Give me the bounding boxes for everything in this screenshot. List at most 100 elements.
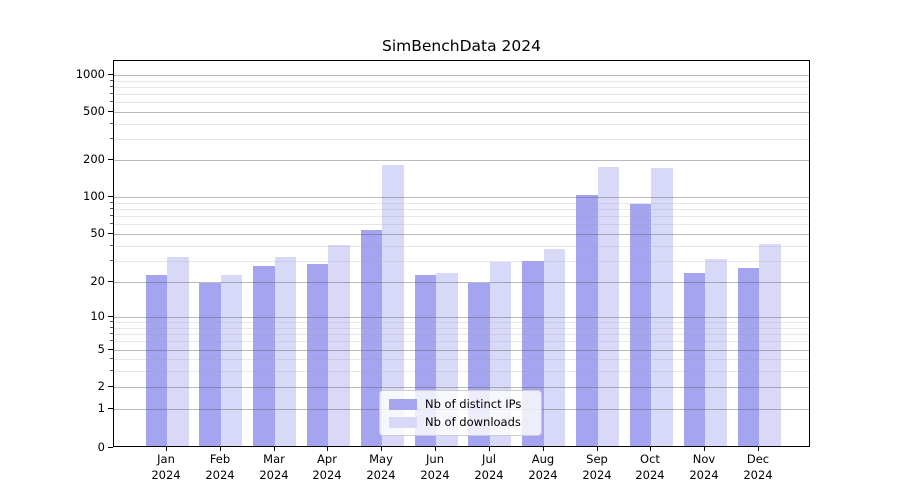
y-tick-label-20: 20 — [90, 274, 105, 288]
y-tick-5 — [108, 349, 113, 350]
y-minor-tick-900 — [110, 80, 113, 81]
y-tick-1000 — [108, 74, 113, 75]
gridline-major-2 — [114, 387, 809, 388]
gridline-minor-9 — [114, 322, 809, 323]
y-tick-label-200: 200 — [83, 152, 105, 166]
y-minor-tick-600 — [110, 101, 113, 102]
bar-downloads-nov — [705, 258, 727, 446]
bar-distinct-ips-nov — [683, 272, 706, 446]
x-tick-may — [381, 447, 382, 451]
legend-swatch-distinct-ips — [389, 398, 417, 410]
y-minor-tick-8 — [110, 327, 113, 328]
x-tick-label-jan: Jan 2024 — [151, 452, 181, 482]
gridline-minor-90 — [114, 203, 809, 204]
x-tick-nov — [704, 447, 705, 451]
x-tick-label-jul: Jul 2024 — [474, 452, 504, 482]
y-minor-tick-700 — [110, 93, 113, 94]
gridline-major-200 — [114, 160, 809, 161]
bar-downloads-may — [382, 165, 404, 446]
gridline-major-20 — [114, 282, 809, 283]
x-tick-label-may: May 2024 — [366, 452, 396, 482]
y-minor-tick-4 — [110, 358, 113, 359]
x-tick-label-aug: Aug 2024 — [528, 452, 558, 482]
y-minor-tick-7 — [110, 333, 113, 334]
x-tick-label-mar: Mar 2024 — [259, 452, 289, 482]
x-tick-label-feb: Feb 2024 — [205, 452, 235, 482]
x-tick-label-nov: Nov 2024 — [689, 452, 719, 482]
y-tick-50 — [108, 233, 113, 234]
x-tick-apr — [327, 447, 328, 451]
y-minor-tick-90 — [110, 202, 113, 203]
bar-distinct-ips-may — [360, 229, 383, 446]
gridline-minor-600 — [114, 102, 809, 103]
bar-distinct-ips-oct — [629, 203, 652, 446]
y-tick-10 — [108, 316, 113, 317]
gridline-minor-900 — [114, 81, 809, 82]
y-tick-label-1: 1 — [97, 401, 105, 415]
x-tick-jun — [435, 447, 436, 451]
legend-item-distinct-ips: Nb of distinct IPs — [389, 395, 532, 413]
y-tick-label-2: 2 — [97, 379, 105, 393]
legend-swatch-downloads — [389, 416, 417, 428]
y-minor-tick-6 — [110, 340, 113, 341]
y-minor-tick-400 — [110, 123, 113, 124]
bar-downloads-apr — [328, 245, 350, 446]
gridline-minor-80 — [114, 209, 809, 210]
x-tick-label-oct: Oct 2024 — [635, 452, 665, 482]
y-tick-200 — [108, 159, 113, 160]
x-tick-label-dec: Dec 2024 — [743, 452, 773, 482]
gridline-major-500 — [114, 112, 809, 113]
bar-distinct-ips-mar — [253, 266, 275, 446]
y-tick-1 — [108, 408, 113, 409]
y-minor-tick-3 — [110, 370, 113, 371]
bar-distinct-ips-dec — [737, 268, 760, 446]
x-tick-jul — [489, 447, 490, 451]
y-tick-label-1000: 1000 — [75, 67, 105, 81]
y-tick-100 — [108, 196, 113, 197]
bar-distinct-ips-apr — [306, 264, 329, 446]
bar-downloads-oct — [651, 167, 673, 446]
x-tick-feb — [220, 447, 221, 451]
gridline-minor-800 — [114, 87, 809, 88]
bar-downloads-feb — [220, 275, 243, 446]
bar-distinct-ips-sep — [576, 195, 598, 446]
y-minor-tick-9 — [110, 321, 113, 322]
y-tick-label-100: 100 — [83, 189, 105, 203]
bar-downloads-jan — [167, 257, 189, 446]
y-minor-tick-70 — [110, 215, 113, 216]
y-tick-label-50: 50 — [90, 226, 105, 240]
gridline-minor-70 — [114, 216, 809, 217]
gridline-major-10 — [114, 317, 809, 318]
bar-downloads-aug — [543, 249, 566, 446]
gridline-major-1000 — [114, 75, 809, 76]
x-tick-jan — [166, 447, 167, 451]
chart-title: SimBenchData 2024 — [382, 37, 541, 55]
y-tick-label-500: 500 — [83, 104, 105, 118]
y-tick-label-5: 5 — [97, 342, 105, 356]
bar-downloads-sep — [597, 167, 620, 446]
y-minor-tick-30 — [110, 260, 113, 261]
plot-area: Nb of distinct IPs Nb of downloads — [113, 60, 810, 447]
legend-label-downloads: Nb of downloads — [425, 415, 521, 429]
gridline-minor-8 — [114, 328, 809, 329]
gridline-minor-400 — [114, 124, 809, 125]
y-tick-label-0: 0 — [97, 440, 105, 454]
x-tick-label-jun: Jun 2024 — [420, 452, 450, 482]
y-minor-tick-80 — [110, 208, 113, 209]
gridline-minor-7 — [114, 334, 809, 335]
y-tick-20 — [108, 281, 113, 282]
gridline-major-50 — [114, 234, 809, 235]
bar-downloads-mar — [274, 257, 297, 446]
y-minor-tick-60 — [110, 223, 113, 224]
x-tick-aug — [543, 447, 544, 451]
legend-label-distinct-ips: Nb of distinct IPs — [425, 397, 522, 411]
y-minor-tick-800 — [110, 86, 113, 87]
gridline-minor-40 — [114, 246, 809, 247]
y-tick-2 — [108, 386, 113, 387]
x-tick-sep — [597, 447, 598, 451]
x-tick-mar — [274, 447, 275, 451]
gridline-minor-3 — [114, 371, 809, 372]
x-tick-label-apr: Apr 2024 — [312, 452, 342, 482]
bar-distinct-ips-jan — [145, 275, 167, 446]
